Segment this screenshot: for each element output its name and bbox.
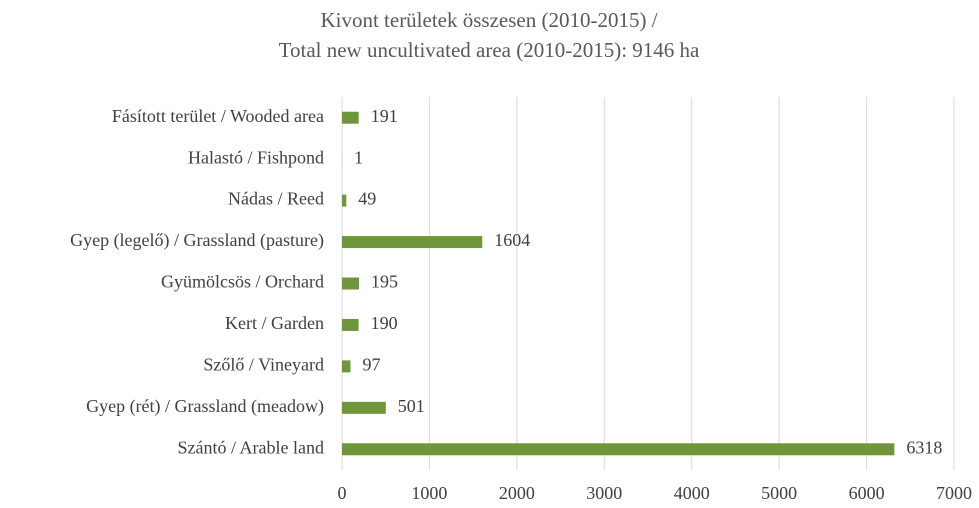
data-label: 501 — [398, 396, 425, 416]
y-tick-label: Gyep (rét) / Grassland (meadow) — [86, 396, 324, 417]
chart-title: Total new uncultivated area (2010-2015):… — [279, 38, 700, 62]
data-label: 190 — [371, 313, 398, 333]
bar — [342, 443, 895, 456]
bar — [342, 111, 359, 124]
data-label: 6318 — [906, 437, 942, 457]
data-label: 49 — [358, 189, 376, 209]
y-tick-label: Nádas / Reed — [228, 189, 324, 209]
x-tick-label: 1000 — [411, 483, 447, 503]
data-label: 1604 — [494, 230, 530, 250]
x-tick-label: 6000 — [849, 483, 885, 503]
x-tick-label: 7000 — [936, 483, 972, 503]
x-tick-label: 3000 — [586, 483, 622, 503]
x-tick-label: 5000 — [761, 483, 797, 503]
data-label: 97 — [362, 355, 380, 375]
y-tick-label: Gyümölcsös / Orchard — [161, 272, 324, 292]
bar — [342, 236, 483, 249]
y-tick-label: Gyep (legelő) / Grassland (pasture) — [70, 230, 324, 251]
y-tick-label: Szántó / Arable land — [178, 437, 324, 457]
bar — [342, 401, 386, 414]
bar — [342, 318, 359, 331]
bar — [342, 194, 347, 207]
y-tick-label: Kert / Garden — [225, 313, 324, 333]
bar — [342, 360, 351, 373]
data-label: 1 — [354, 147, 363, 167]
y-tick-label: Halastó / Fishpond — [188, 147, 324, 167]
y-tick-label: Fásított terület / Wooded area — [112, 106, 324, 126]
data-label: 195 — [371, 272, 398, 292]
y-tick-label: Szőlő / Vineyard — [203, 355, 324, 375]
x-tick-label: 0 — [338, 483, 347, 503]
bar — [342, 277, 360, 290]
data-label: 191 — [371, 106, 398, 126]
x-tick-label: 4000 — [674, 483, 710, 503]
chart-title: Kivont területek összesen (2010-2015) / — [320, 8, 657, 32]
x-tick-label: 2000 — [499, 483, 535, 503]
